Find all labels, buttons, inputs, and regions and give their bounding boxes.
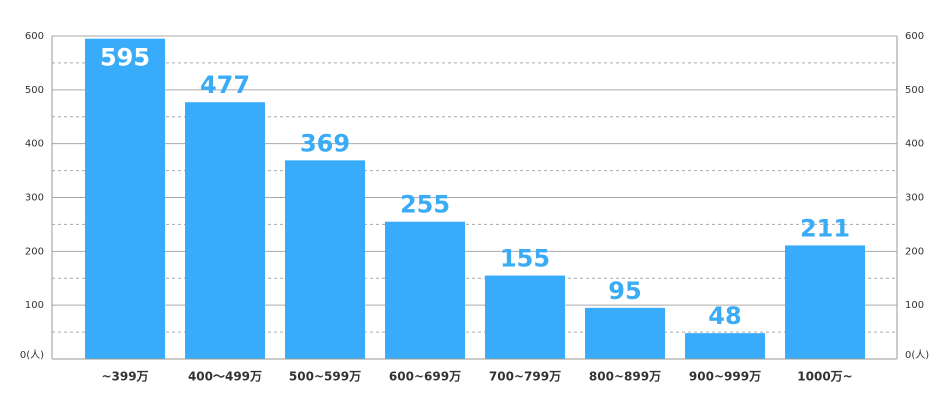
value-label: 155 <box>500 245 550 273</box>
value-label: 211 <box>800 214 850 242</box>
x-tick-label: 900~999万 <box>689 370 761 384</box>
value-label: 48 <box>708 302 741 330</box>
x-tick-label: 400～499万 <box>188 370 262 384</box>
y-tick-label: 0(人) <box>20 349 44 361</box>
value-label: 369 <box>300 129 350 157</box>
x-tick-label: 500~599万 <box>289 370 361 384</box>
bar <box>785 245 865 359</box>
x-tick-label: 600~699万 <box>389 370 461 384</box>
y-tick-label: 400 <box>25 139 44 150</box>
y2-tick-label: 100 <box>905 300 924 311</box>
y2-tick-label: 200 <box>905 246 924 257</box>
y-tick-label: 600 <box>25 31 44 42</box>
y-tick-label: 500 <box>25 85 44 96</box>
value-label: 477 <box>200 71 250 99</box>
value-label: 595 <box>100 44 150 72</box>
bar <box>385 221 465 359</box>
y-tick-label: 100 <box>25 300 44 311</box>
y2-tick-label: 400 <box>905 139 924 150</box>
x-tick-label: 700~799万 <box>489 370 561 384</box>
x-tick-label: 1000万~ <box>797 370 852 384</box>
bar <box>285 160 365 359</box>
bar <box>685 333 765 359</box>
y-tick-label: 200 <box>25 246 44 257</box>
value-label: 95 <box>608 277 641 305</box>
bar <box>85 38 165 360</box>
bar <box>185 102 265 359</box>
value-label: 255 <box>400 191 450 219</box>
x-tick-label: 800~899万 <box>589 370 661 384</box>
bar <box>485 275 565 359</box>
bar <box>585 307 665 359</box>
y2-tick-label: 500 <box>905 85 924 96</box>
y2-tick-label: 600 <box>905 31 924 42</box>
y2-tick-label: 0(人) <box>905 349 929 361</box>
x-tick-label: ~399万 <box>101 370 148 384</box>
y-tick-label: 300 <box>25 193 44 204</box>
y2-tick-label: 300 <box>905 193 924 204</box>
